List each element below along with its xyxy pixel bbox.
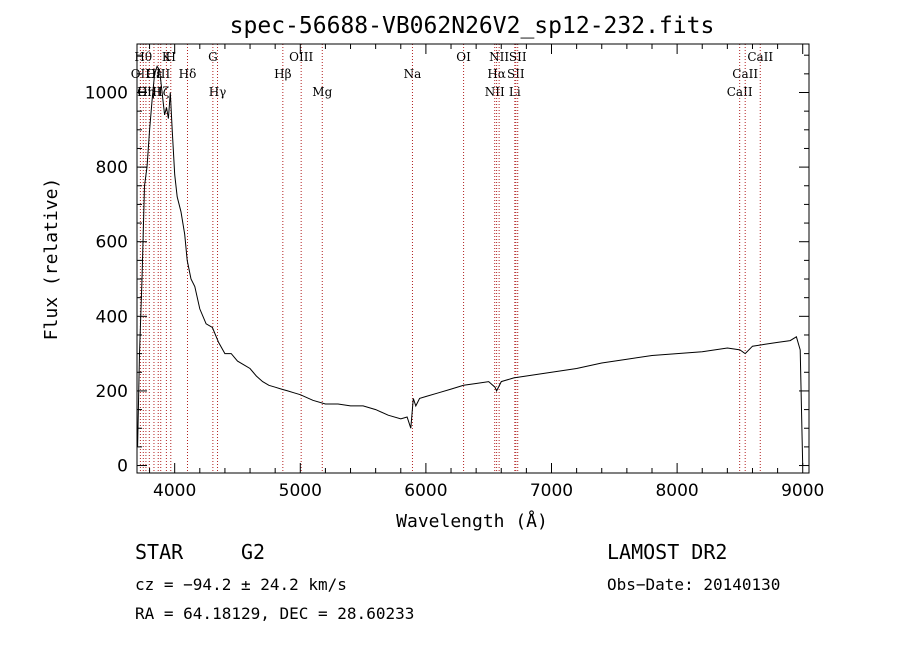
y-tick-label: 800 (96, 158, 128, 178)
line-marker-label: NII (485, 85, 505, 99)
x-tick-label: 5000 (279, 481, 322, 501)
line-marker-label: Hβ (274, 67, 291, 81)
y-tick-label: 0 (117, 457, 128, 477)
line-marker-label: CaII (732, 67, 758, 81)
line-marker-label: CaII (747, 50, 773, 64)
x-tick-label: 6000 (404, 481, 447, 501)
y-tick-labels: 0 200 400 600 800 1000 (85, 83, 128, 476)
observation-date: Obs−Date: 20140130 (607, 575, 781, 594)
x-tick-label: 7000 (530, 481, 573, 501)
line-marker-label: Na (404, 67, 422, 81)
line-marker-label: CaII (727, 85, 753, 99)
y-tick-label: 200 (96, 382, 128, 402)
spectrum-line (137, 65, 804, 466)
line-marker-label: SII (509, 50, 527, 64)
x-tick-label: 4000 (153, 481, 196, 501)
line-marker-label: Hα (487, 67, 506, 81)
x-tick-label: 9000 (781, 481, 824, 501)
spectrum-series (137, 65, 804, 466)
y-tick-label: 600 (96, 233, 128, 253)
line-marker-label: Mg (312, 85, 332, 99)
line-marker-label: OIII (137, 85, 161, 99)
line-marker-label: OIII (146, 67, 170, 81)
line-marker-label: Li (509, 85, 521, 99)
axis-ticks (137, 44, 809, 473)
line-marker-label: NII (489, 50, 509, 64)
coordinates: RA = 64.18129, DEC = 28.60233 (135, 604, 415, 623)
line-marker-label: H (166, 50, 176, 64)
y-tick-label: 1000 (85, 83, 128, 103)
line-marker-label: Hθ (134, 50, 152, 64)
y-tick-label: 400 (96, 307, 128, 327)
line-marker-label: Hδ (179, 67, 197, 81)
x-tick-label: 8000 (655, 481, 698, 501)
spectral-line-markers: OIIHθHηOIIIHεOIIIHζKHHδGHγHβOIIIMgNaOINI… (131, 44, 773, 473)
line-marker-label: OI (456, 50, 471, 64)
line-marker-label: SII (507, 67, 525, 81)
line-marker-label: G (208, 50, 218, 64)
line-marker-label: OIII (289, 50, 313, 64)
line-marker-label: Hζ (152, 85, 169, 99)
line-marker-label: Hγ (209, 85, 227, 99)
object-subclass: G2 (241, 540, 266, 564)
x-axis-label: Wavelength (Å) (396, 510, 548, 532)
line-marker-label: K (162, 50, 172, 64)
object-class: STAR (135, 540, 184, 564)
plot-frame (136, 43, 810, 474)
chart-title: spec-56688-VB062N26V2_sp12-232.fits (230, 13, 715, 39)
redshift-velocity: cz = −94.2 ± 24.2 km/s (135, 575, 347, 594)
survey-name: LAMOST DR2 (607, 540, 728, 564)
x-tick-labels: 4000 5000 6000 7000 8000 9000 (153, 481, 824, 501)
y-axis-label: Flux (relative) (41, 178, 62, 341)
